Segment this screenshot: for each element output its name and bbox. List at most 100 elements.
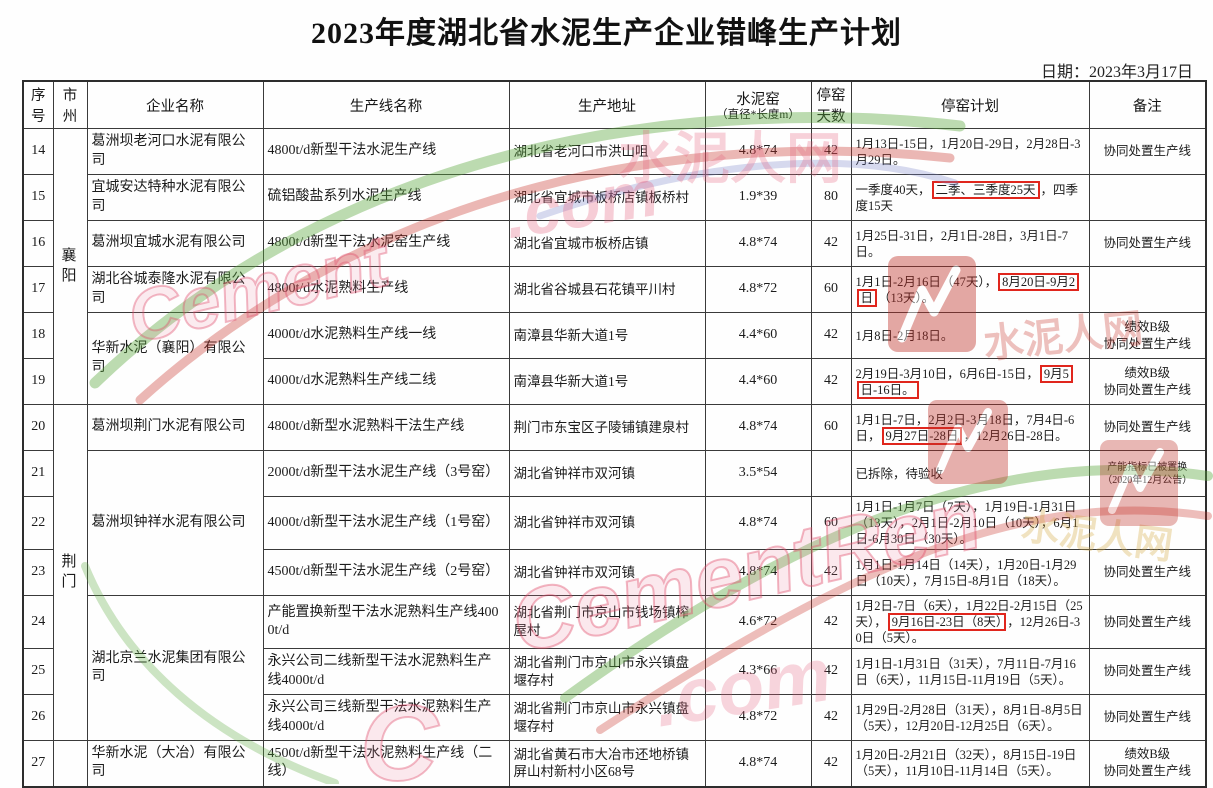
cell-line: 4800t/d新型干法水泥生产线	[262, 128, 510, 175]
cell-line: 永兴公司三线新型干法水泥熟料生产线4000t/d	[262, 694, 510, 741]
cell-days	[810, 450, 852, 497]
cell-address: 湖北省老河口市洪山咀	[508, 128, 706, 175]
cell-days: 42	[810, 128, 852, 175]
cell-line: 4000t/d水泥熟料生产线一线	[262, 312, 510, 359]
cell-address: 湖北省钟祥市双河镇	[508, 549, 706, 596]
plan-text: 1月13日-15日，1月20日-29日，2月28日-3月29日。	[855, 136, 1081, 167]
red-annotation-box: 9月27日-28日	[881, 426, 963, 445]
cell-company: 葛洲坝荆门水泥有限公司	[86, 404, 264, 451]
cell-days: 42	[810, 312, 852, 359]
cell-remark: 绩效B级 协同处置生产线	[1088, 358, 1207, 405]
column-header: 生产线名称	[262, 80, 510, 129]
cell-no: 25	[22, 648, 54, 695]
table-row: 25 永兴公司二线新型干法水泥熟料生产线4000t/d 湖北省荆门市京山市永兴镇盘堰…	[22, 648, 1207, 695]
plan-text: 1月1日-1月31日（31天），7月11日-7月16日（6天），11月15日-1…	[855, 656, 1076, 687]
cell-company: 湖北京兰水泥集团有限公司	[86, 595, 264, 741]
cell-line: 永兴公司二线新型干法水泥熟料生产线4000t/d	[262, 648, 510, 695]
column-header: 停窑计划	[850, 80, 1090, 129]
cell-no: 27	[22, 740, 54, 787]
cell-remark: 协同处置生产线	[1088, 648, 1207, 695]
cell-plan: 1月1日-1月31日（31天），7月11日-7月16日（6天），11月15日-1…	[850, 648, 1090, 695]
plan-text: 已拆除，待验收	[855, 466, 944, 481]
cell-days: 42	[810, 694, 852, 741]
table-row: 14 襄阳 葛洲坝老河口水泥有限公司 4800t/d新型干法水泥生产线 湖北省老河口市洪…	[22, 128, 1207, 405]
cell-remark	[1088, 496, 1207, 550]
cell-remark: 协同处置生产线	[1088, 128, 1207, 175]
cell-kiln: 4.8*74	[704, 220, 812, 267]
plan-text: 1月25日-31日，2月1日-28日，3月1日-7日。	[855, 228, 1069, 259]
column-header: 水泥窑 （直径*长度m）	[704, 80, 812, 129]
cell-address: 南漳县华新大道1号	[508, 358, 706, 405]
cell-line: 4800t/d水泥熟料生产线	[262, 266, 510, 313]
cell-days: 42	[810, 648, 852, 695]
cell-plan: 1月25日-31日，2月1日-28日，3月1日-7日。	[850, 220, 1090, 267]
cell-plan: 1月1日-2月16日（47天）， 8月20日-9月2日 （13天）。	[850, 266, 1090, 313]
cell-line: 硫铝酸盐系列水泥生产线	[262, 174, 510, 221]
cell-plan: 一季度40天， 二季、三季度25天 ，四季度15天	[850, 174, 1090, 221]
cell-days: 60	[810, 496, 852, 550]
cell-days: 60	[810, 266, 852, 313]
table-row: 20 荆门 葛洲坝荆门水泥有限公司 4800t/d新型水泥熟料干法生产线 荆门市东宝区子…	[22, 404, 1207, 741]
cell-kiln: 4.8*74	[704, 404, 812, 451]
cell-no: 16	[22, 220, 54, 267]
red-annotation-box: 二季、三季度25天	[931, 180, 1040, 199]
table-row: 15 宜城安达特种水泥有限公司 硫铝酸盐系列水泥生产线 湖北省宜城市板桥店镇板桥村 1.…	[22, 174, 1207, 221]
table-row: 21 葛洲坝钟祥水泥有限公司 2000t/d新型干法水泥生产线（3号窑） 湖北省钟祥市…	[22, 450, 1207, 596]
plan-text: 1月2日-7日（6天），1月22日-2月15日（25天），	[855, 599, 1083, 629]
cell-address: 湖北省荆门市京山市钱场镇榨屋村	[508, 595, 706, 649]
cell-days: 42	[810, 358, 852, 405]
cell-remark: 协同处置生产线	[1088, 694, 1207, 741]
plan-text: （13天）。	[878, 290, 935, 305]
column-header: 序号	[22, 80, 54, 129]
table-row: 19 4000t/d水泥熟料生产线二线 南漳县华新大道1号 4.4*60 42 2月19日…	[22, 358, 1207, 405]
cell-kiln: 4.4*60	[704, 358, 812, 405]
plan-text: 2月19日-3月10日，6月6日-15日，	[855, 366, 1039, 381]
cell-days: 42	[810, 740, 852, 787]
cell-city	[52, 740, 88, 787]
cell-days: 60	[810, 404, 852, 451]
cell-address: 湖北省宜城市板桥店镇板桥村	[508, 174, 706, 221]
cell-company: 葛洲坝钟祥水泥有限公司	[86, 450, 264, 596]
plan-text: 1月1日-1月7日（7天），1月19日-1月31日（13天），2月1日-2月10…	[855, 500, 1079, 546]
table-row: 16 葛洲坝宜城水泥有限公司 4800t/d新型干法水泥窑生产线 湖北省宜城市板桥店镇…	[22, 220, 1207, 267]
cell-plan: 2月19日-3月10日，6月6日-15日， 9月5日-16日。	[850, 358, 1090, 405]
table-row: 17 湖北谷城泰隆水泥有限公司 4800t/d水泥熟料生产线 湖北省谷城县石花镇平川村…	[22, 266, 1207, 313]
table-row: 27 华新水泥（大冶）有限公司 4500t/d新型干法水泥熟料生产线（二线） 湖北省黄…	[22, 740, 1207, 787]
cell-no: 24	[22, 595, 54, 649]
plan-text: 1月20日-2月21日（32天），8月15日-19日（5天），11月10日-11…	[855, 748, 1077, 779]
cell-remark: 协同处置生产线	[1088, 220, 1207, 267]
cell-city: 襄阳	[52, 128, 88, 405]
cell-no: 19	[22, 358, 54, 405]
cell-plan: 已拆除，待验收	[850, 450, 1090, 497]
cell-line: 2000t/d新型干法水泥生产线（3号窑）	[262, 450, 510, 497]
header-row: 序号市州 企业名称 生产线名称 生产地址 水泥窑 （直径*长度m） 停窑 天数 停窑计划 备注	[22, 80, 1207, 129]
cell-kiln: 1.9*39	[704, 174, 812, 221]
red-annotation-box: 9月5日-16日。	[856, 364, 1073, 399]
cell-address: 湖北省黄石市大冶市还地桥镇屏山村新村小区68号	[508, 740, 706, 787]
cell-remark: 绩效B级 协同处置生产线	[1088, 312, 1207, 359]
cell-plan: 1月29日-2月28日（31天），8月1日-8月5日（5天），12月20日-12…	[850, 694, 1090, 741]
cell-address: 湖北省荆门市京山市永兴镇盘堰存村	[508, 648, 706, 695]
cell-remark	[1088, 266, 1207, 313]
plan-text: ，12月26日-30日（5天）。	[855, 615, 1081, 645]
cell-kiln: 4.8*74	[704, 128, 812, 175]
table-row: 24 湖北京兰水泥集团有限公司 产能置换新型干法水泥熟料生产线4000t/d 湖北省荆…	[22, 595, 1207, 741]
cell-remark: 绩效B级 协同处置生产线	[1088, 740, 1207, 787]
cell-company: 湖北谷城泰隆水泥有限公司	[86, 266, 264, 313]
plan-text: ，四季度15天	[855, 182, 1079, 213]
cell-remark: 产能指标已被置换 （2020年12月公告）	[1088, 450, 1207, 497]
page-title: 2023年度湖北省水泥生产企业错峰生产计划	[311, 17, 902, 50]
red-annotation-box: 9月16日-23日（8天）	[887, 613, 1007, 631]
cell-days: 42	[810, 220, 852, 267]
cell-company: 葛洲坝老河口水泥有限公司	[86, 128, 264, 175]
cell-no: 23	[22, 549, 54, 596]
column-header: 市州	[52, 80, 88, 129]
cell-kiln: 4.6*72	[704, 595, 812, 649]
cell-remark	[1088, 174, 1207, 221]
cell-remark: 协同处置生产线	[1088, 595, 1207, 649]
cell-days: 80	[810, 174, 852, 221]
cell-plan: 1月1日-1月14日（14天），1月20日-1月29日（10天），7月15日-8…	[850, 549, 1090, 596]
cell-company: 华新水泥（大冶）有限公司	[86, 740, 264, 787]
date-label: 日期：2023年3月17日	[1040, 64, 1193, 81]
cell-kiln: 4.8*74	[704, 549, 812, 596]
